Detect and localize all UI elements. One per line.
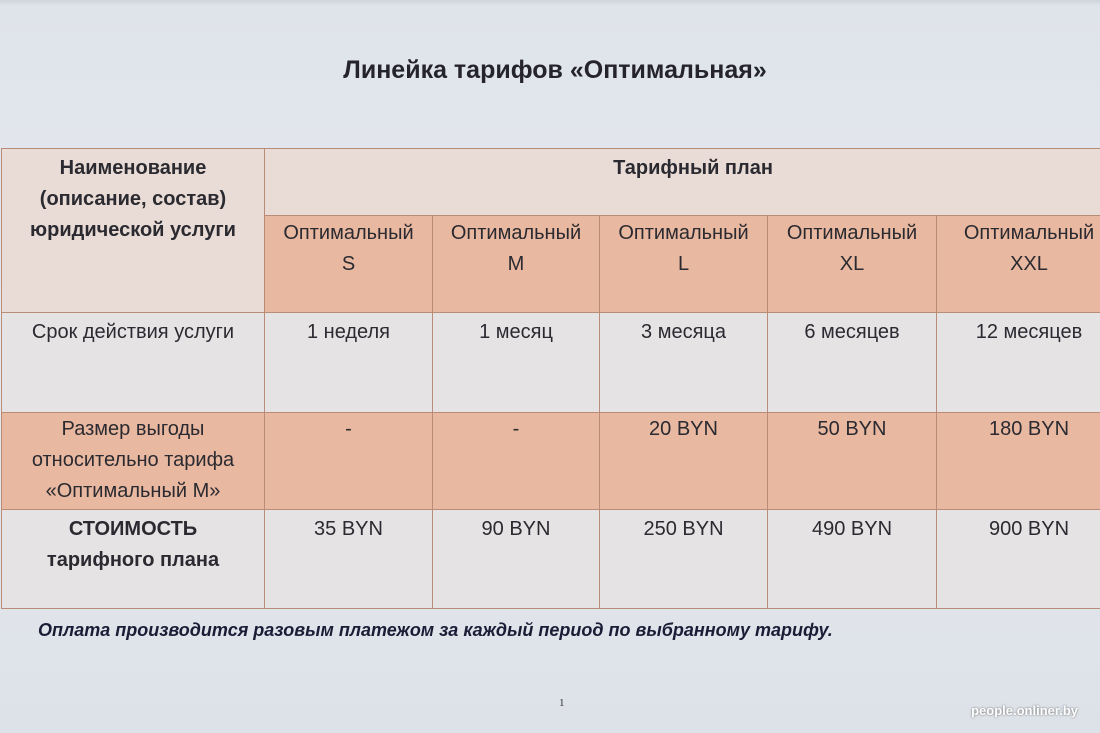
plan-size: L [677, 253, 690, 275]
term-label: Срок действия услуги [1, 312, 265, 413]
service-name-header-line-1: Наименование [59, 157, 207, 179]
benefit-value-s: - [264, 412, 433, 510]
plan-size: XXL [1010, 253, 1048, 275]
cost-value-l: 250 BYN [599, 509, 768, 609]
plan-header-s: Оптимальный S [264, 215, 433, 313]
document-title: Линейка тарифов «Оптимальная» [343, 56, 767, 84]
plan-size: S [341, 253, 356, 275]
benefit-value-m: - [432, 412, 600, 510]
plan-header-xxl: Оптимальный XXL [936, 215, 1100, 313]
cost-label: СТОИМОСТЬ тарифного плана [1, 509, 265, 609]
plan-name-line: Оптимальный [450, 222, 582, 244]
term-row: Срок действия услуги 1 неделя 1 месяц 3 … [1, 312, 1100, 413]
term-value-xl: 6 месяцев [767, 312, 937, 413]
table-header-row: Наименование (описание, состав) юридичес… [1, 148, 1100, 313]
benefit-value-l: 20 BYN [599, 412, 768, 510]
term-value-xxl: 12 месяцев [936, 312, 1100, 413]
benefit-label: Размер выгоды относительно тарифа «Оптим… [1, 412, 265, 510]
cost-row: СТОИМОСТЬ тарифного плана 35 BYN 90 BYN … [1, 509, 1100, 609]
plan-name-line: Оптимальный [786, 222, 918, 244]
source-watermark: people.onliner.by [971, 703, 1078, 718]
page-top-edge [0, 0, 1100, 6]
plan-size: XL [839, 253, 865, 275]
cost-value-xxl: 900 BYN [936, 509, 1100, 609]
plan-name-line: Оптимальный [283, 222, 414, 244]
cost-value-m: 90 BYN [432, 509, 600, 609]
benefit-row: Размер выгоды относительно тарифа «Оптим… [1, 412, 1100, 510]
tariff-table: Наименование (описание, состав) юридичес… [1, 148, 1100, 609]
plan-size: M [507, 253, 525, 275]
cost-label-line-1: СТОИМОСТЬ [68, 518, 198, 540]
plan-header-xl: Оптимальный XL [767, 215, 937, 313]
plan-header-m: Оптимальный M [432, 215, 600, 313]
plan-header-l: Оптимальный L [599, 215, 768, 313]
term-value-m: 1 месяц [432, 312, 600, 413]
benefit-value-xxl: 180 BYN [936, 412, 1100, 510]
page-number: 1 [559, 697, 565, 709]
cost-value-s: 35 BYN [264, 509, 433, 609]
plan-name-line: Оптимальный [618, 222, 749, 244]
plan-name-line: Оптимальный [963, 222, 1095, 244]
benefit-value-xl: 50 BYN [767, 412, 937, 510]
term-value-s: 1 неделя [264, 312, 433, 413]
cost-value-xl: 490 BYN [767, 509, 937, 609]
benefit-label-line-2: относительно тарифа [31, 449, 235, 471]
service-name-header: Наименование (описание, состав) юридичес… [1, 148, 265, 313]
cost-label-line-2: тарифного плана [46, 549, 220, 571]
term-value-l: 3 месяца [599, 312, 768, 413]
payment-footnote: Оплата производится разовым платежом за … [38, 620, 833, 640]
service-name-header-line-3: юридической услуги [30, 219, 236, 241]
service-name-header-line-2: (описание, состав) [39, 188, 227, 210]
benefit-label-line-1: Размер выгоды [61, 418, 205, 440]
benefit-label-line-3: «Оптимальный М» [45, 480, 221, 502]
tariff-plan-group-header: Тарифный план [264, 148, 1100, 216]
plan-names-row: Оптимальный S Оптимальный M Оптимальный … [2, 215, 1100, 313]
